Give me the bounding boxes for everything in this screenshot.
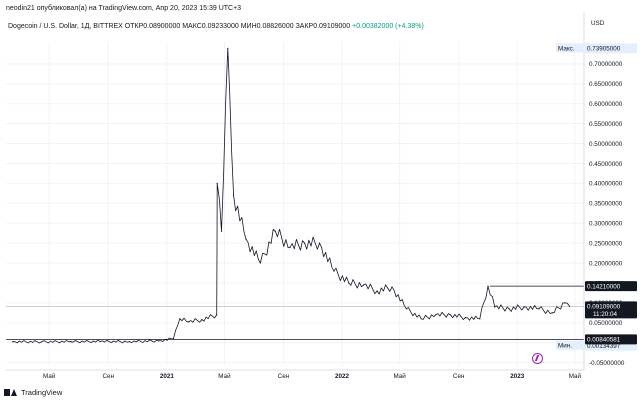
data-point (12, 341, 14, 343)
data-point (333, 270, 335, 272)
min-tag-prefix: Мин. (558, 343, 572, 350)
y-tick-label: -0.05000000 (589, 360, 625, 367)
data-point (494, 306, 496, 308)
data-point (201, 318, 203, 321)
data-point (289, 246, 291, 248)
data-point (179, 318, 181, 320)
y-tick-label: 0.45000000 (589, 161, 623, 168)
time-axis: Май Сен 2021 Май Сен 2022 Май Сен 2023 Май (6, 369, 584, 380)
data-point (227, 47, 229, 49)
max-tag-prefix-bg (556, 43, 583, 53)
symbol-name[interactable]: Dogecoin / U.S. Dollar, 1Д, BITTREX (8, 23, 123, 30)
x-tick-label: Май (569, 372, 582, 380)
ohlc-low: МИН0.08826000 (240, 23, 294, 30)
y-tick-label: 0.65000000 (589, 81, 623, 88)
horizontal-levels (6, 285, 584, 340)
ohlc-open: ОТКР0.08900000 (124, 23, 181, 30)
data-point (259, 262, 262, 264)
y-tick-label: 0.70000000 (589, 61, 623, 68)
data-point (70, 341, 72, 343)
data-point (99, 340, 101, 343)
y-tick-label: 0.05000000 (589, 320, 623, 327)
data-point (479, 318, 481, 320)
data-point (435, 314, 437, 316)
data-point (216, 314, 218, 316)
max-tag-bg (585, 43, 637, 54)
price-line (12, 48, 570, 344)
last-price-value: 0.09109000 (587, 304, 621, 311)
data-point (487, 285, 489, 287)
price-tags: Макс. 0.73905000 Мин. 0.00134397 0.14210000 0… (556, 43, 637, 351)
data-point (508, 308, 510, 310)
data-point (405, 308, 407, 310)
y-tick-label: 0.20000000 (589, 260, 623, 267)
data-point (464, 317, 467, 319)
x-tick-label: Сен (278, 373, 290, 380)
y-tick-label: 0.30000000 (589, 221, 623, 228)
data-point (172, 338, 175, 340)
data-point (568, 305, 571, 308)
ohlc-close: ЗАКР0.09109000 (295, 23, 351, 30)
data-point (449, 314, 452, 316)
y-tick-label: 0.60000000 (589, 101, 623, 108)
x-tick-label: Сен (102, 373, 114, 380)
chart-grid (6, 42, 584, 365)
countdown-value: 11:20:04 (593, 311, 618, 318)
flash-icon[interactable] (532, 353, 543, 364)
data-point (348, 282, 350, 284)
price-series (12, 47, 571, 344)
publish-info: neodin21 опубликовал(а) на TradingView.c… (6, 5, 242, 12)
data-point (232, 194, 235, 196)
data-point (245, 238, 247, 240)
resistance-tag-bg (585, 281, 637, 292)
data-point (304, 242, 306, 244)
data-point (318, 242, 321, 244)
data-point (523, 306, 525, 308)
data-point (538, 308, 540, 310)
data-point (187, 321, 190, 323)
support-tag-value: 0.00840581 (587, 337, 621, 344)
data-point (274, 230, 276, 232)
data-point (376, 290, 378, 292)
footer-brand: TradingView (21, 388, 63, 397)
data-point (158, 340, 160, 342)
support-tag-bg (585, 334, 637, 345)
x-tick-label: 2023 (510, 373, 525, 380)
data-point (420, 318, 422, 320)
data-point (363, 284, 365, 286)
y-tick-label: 0.50000000 (589, 141, 623, 148)
price-axis: 0.70000000 0.65000000 0.60000000 0.55000000… (583, 12, 625, 370)
data-point (40, 341, 43, 343)
y-tick-label: 0.35000000 (589, 201, 623, 208)
currency-label: USD (591, 20, 605, 27)
min-tag-prefix-bg (556, 340, 583, 350)
symbol-info: Dogecoin / U.S. Dollar, 1Д, BITTREX ОТКР… (8, 23, 424, 30)
min-tag-value: 0.00134397 (587, 343, 621, 350)
price-change: +0.00382000 (+4.38%) (352, 23, 424, 30)
last-price-tag-bg (585, 301, 637, 319)
y-tick-label: 0.25000000 (589, 240, 623, 247)
y-tick-label: 0.40000000 (589, 181, 623, 188)
x-tick-label: Сен (453, 373, 465, 380)
tradingview-logo-icon (4, 388, 18, 397)
footer: TradingView (4, 388, 62, 397)
data-point (216, 182, 218, 184)
ohlc-high: МАКС0.09233000 (182, 23, 239, 30)
y-tick-label: 0.55000000 (589, 121, 623, 128)
x-tick-label: 2022 (335, 373, 350, 380)
max-tag-value: 0.73905000 (587, 46, 621, 53)
data-point (564, 302, 566, 304)
resistance-tag-value: 0.14210000 (587, 283, 621, 290)
data-point (128, 341, 130, 343)
x-tick-label: Май (43, 372, 56, 380)
max-tag-prefix: Макс. (558, 45, 575, 52)
data-point (391, 286, 393, 288)
data-point (220, 230, 223, 232)
data-point (551, 312, 553, 314)
x-tick-label: Май (393, 372, 406, 380)
x-tick-label: Май (218, 372, 231, 380)
x-tick-label: 2021 (160, 373, 175, 380)
